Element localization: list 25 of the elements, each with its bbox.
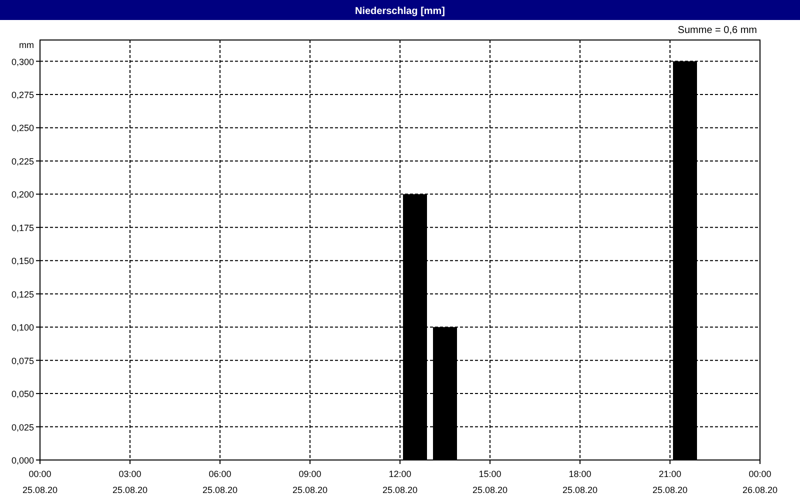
- y-tick-label: 0,000: [11, 456, 34, 466]
- y-axis-title: mm: [19, 40, 34, 50]
- y-tick-label: 0,300: [11, 56, 34, 67]
- x-tick-label: 21:00 25.08.20: [652, 469, 688, 495]
- text: Summe = 0,6 mm: [678, 25, 757, 36]
- x-tick-label: 06:00 25.08.20: [202, 469, 238, 495]
- x-tick-label: 12:00 25.08.20: [382, 469, 418, 495]
- x-tick-label: 00:00 26.08.20: [742, 469, 778, 495]
- x-tick-label: 18:00 25.08.20: [562, 469, 598, 495]
- y-tick-label: 0,050: [11, 389, 34, 400]
- y-tick-label: 0,075: [11, 356, 34, 366]
- y-tick-label: 0,025: [11, 422, 34, 432]
- chart-title: Niederschlag [mm]: [354, 6, 446, 17]
- y-tick-label: 0,225: [11, 156, 34, 166]
- x-tick-label: 15:00 25.08.20: [472, 469, 508, 495]
- y-tick-label: 0,150: [11, 256, 34, 266]
- y-tick-label: 0,275: [11, 90, 34, 100]
- x-tick-label: 03:00 25.08.20: [112, 469, 148, 495]
- x-tick-label: 09:00 25.08.20: [292, 469, 328, 495]
- y-tick-label: 0,125: [11, 289, 34, 300]
- y-tick-label: 0,250: [11, 123, 34, 134]
- y-tick-label: 0,200: [11, 190, 34, 200]
- y-tick-label: 0,175: [11, 222, 34, 233]
- x-tick-label: 00:00 25.08.20: [22, 469, 58, 495]
- y-tick-label: 0,100: [11, 322, 34, 333]
